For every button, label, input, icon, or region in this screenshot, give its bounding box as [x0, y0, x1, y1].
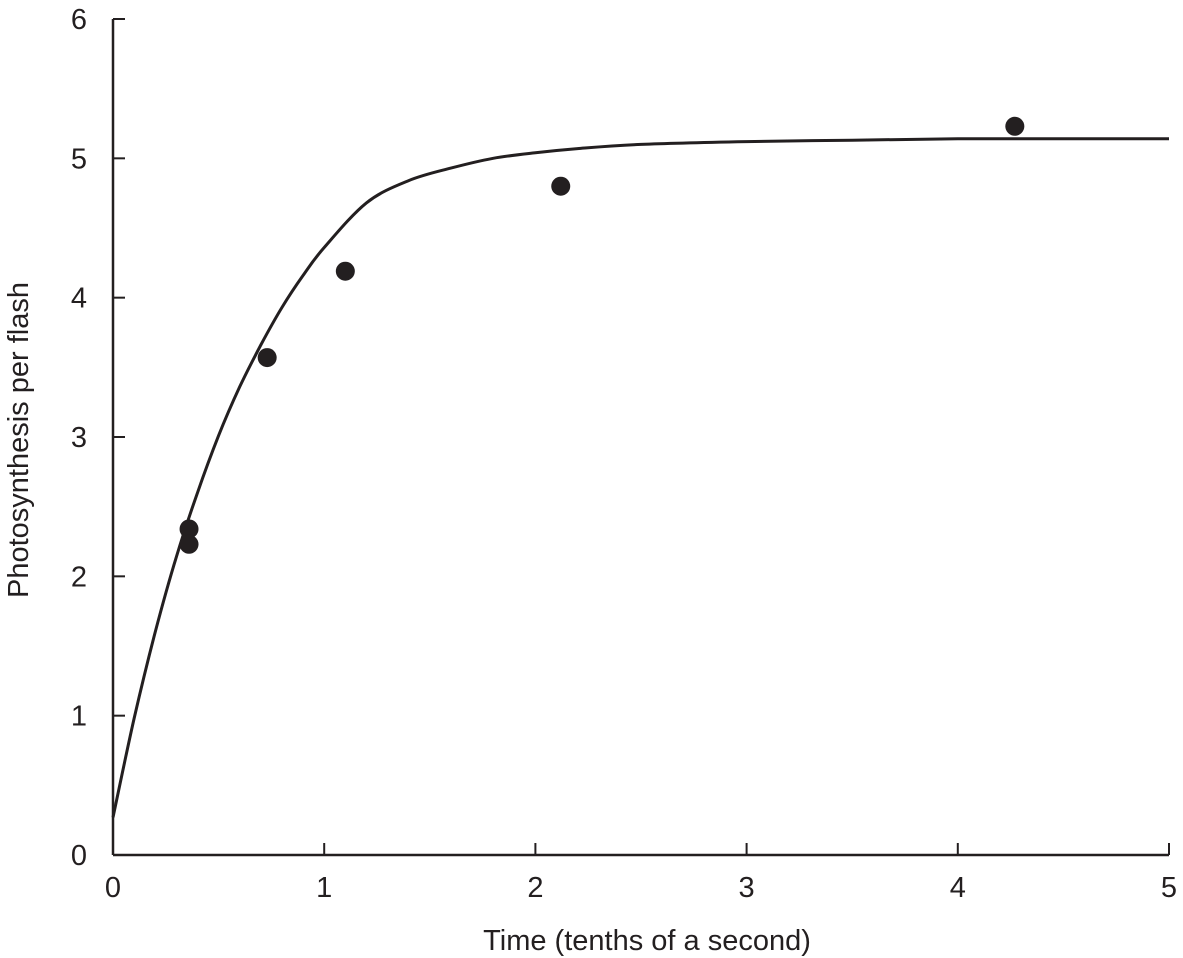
y-tick-label: 0: [71, 840, 87, 872]
x-tick-label: 3: [739, 872, 755, 904]
data-point: [179, 534, 199, 554]
x-axis-title: Time (tenths of a second): [483, 925, 811, 957]
data-point: [335, 261, 355, 281]
y-tick-label: 3: [71, 422, 87, 454]
data-points: [179, 116, 1025, 554]
y-tick-label: 5: [71, 143, 87, 175]
x-tick-label: 4: [950, 872, 966, 904]
x-tick-label: 2: [527, 872, 543, 904]
y-axis-ticks: 0 1 2 3 4 5 6: [71, 4, 125, 872]
data-point: [1005, 116, 1025, 136]
x-axis-ticks: 0 1 2 3 4 5: [105, 843, 1177, 904]
y-tick-label: 6: [71, 4, 87, 36]
data-point: [257, 348, 277, 368]
x-tick-label: 0: [105, 872, 121, 904]
y-tick-label: 2: [71, 561, 87, 593]
x-tick-label: 1: [316, 872, 332, 904]
y-tick-label: 4: [71, 283, 87, 315]
data-point: [179, 519, 199, 539]
x-tick-label: 5: [1161, 872, 1177, 904]
y-axis-title: Photosynthesis per flash: [3, 282, 35, 598]
data-point: [551, 176, 571, 196]
y-tick-label: 1: [71, 701, 87, 733]
